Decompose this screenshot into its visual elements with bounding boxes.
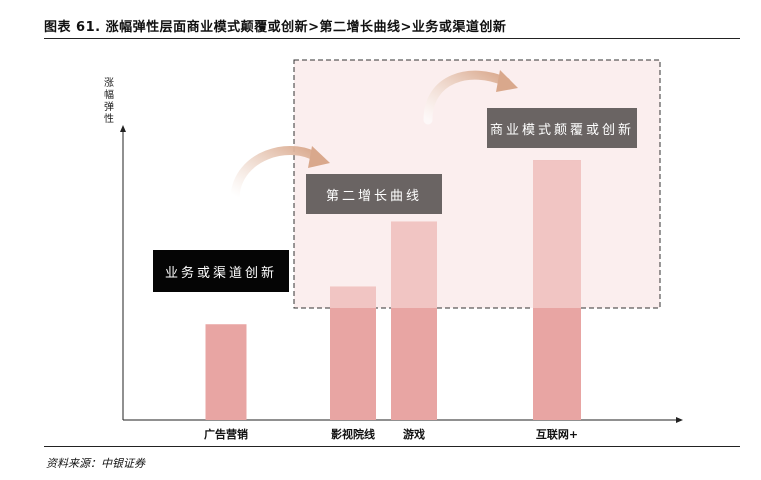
- x-tick-label: 互联网+: [536, 427, 578, 441]
- bar-1: [205, 324, 247, 420]
- second-curve-label: 第二增长曲线: [306, 174, 442, 214]
- business-model-label: 商业模式颠覆或创新: [487, 108, 637, 148]
- source-note: 资料来源：中银证券: [46, 457, 145, 470]
- curved-arrow-2-head: [496, 70, 518, 92]
- channel-innovation-label: 业务或渠道创新: [153, 250, 289, 292]
- curved-arrow-1-head: [308, 146, 330, 168]
- bar-chart: 广告营销 影视院线 游戏 互联网+: [120, 59, 683, 441]
- x-tick-label: 影视院线: [331, 427, 375, 441]
- top-rule: [44, 38, 740, 39]
- x-tick-label: 广告营销: [204, 427, 248, 441]
- bar-4-highlight-part: [533, 160, 581, 308]
- x-tick-label: 游戏: [403, 427, 425, 441]
- figure-title: 图表 61. 涨幅弹性层面商业模式颠覆或创新>第二增长曲线>业务或渠道创新: [44, 20, 507, 35]
- y-axis-label: 涨幅弹性: [104, 78, 114, 125]
- curved-arrow-1: [230, 146, 323, 201]
- curved-arrow-2: [423, 70, 511, 125]
- bar-3-highlight-part: [391, 221, 437, 308]
- bottom-rule: [44, 446, 740, 447]
- bar-2: [330, 286, 376, 420]
- bar-2-highlight-part: [330, 286, 376, 308]
